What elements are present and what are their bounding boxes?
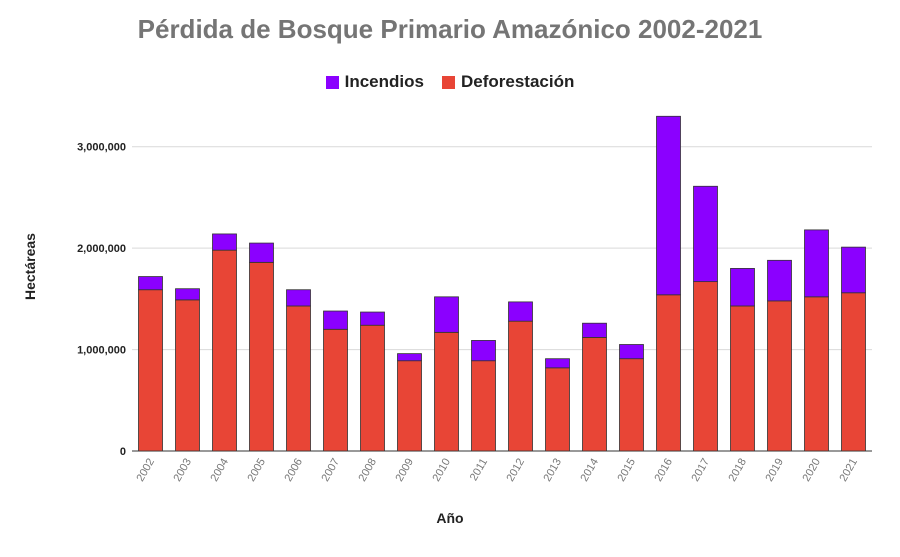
x-tick-label: 2019 <box>763 457 786 484</box>
x-tick-label: 2005 <box>245 457 268 484</box>
x-tick-label: 2020 <box>800 457 823 484</box>
bar-deforestacion <box>693 281 718 452</box>
bar-incendios <box>323 310 348 330</box>
bar-incendios <box>212 233 237 251</box>
x-tick-label: 2002 <box>134 457 157 484</box>
bar-deforestacion <box>212 249 237 452</box>
bar-incendios <box>693 185 718 283</box>
bar-deforestacion <box>323 328 348 452</box>
bar-deforestacion <box>397 360 422 452</box>
bar-incendios <box>397 353 422 362</box>
bar-incendios <box>730 268 755 307</box>
x-tick-label: 2011 <box>468 457 490 483</box>
legend-item-incendios: Incendios <box>325 72 424 92</box>
bar-incendios <box>434 296 459 333</box>
bar-deforestacion <box>175 299 200 452</box>
bar-deforestacion <box>767 300 792 452</box>
x-tick-label: 2010 <box>430 457 453 484</box>
bar-deforestacion <box>730 305 755 452</box>
legend-label-deforestacion: Deforestación <box>460 72 575 91</box>
bar-deforestacion <box>360 324 385 452</box>
x-tick-label: 2006 <box>282 457 305 484</box>
x-tick-label: 2012 <box>504 457 527 484</box>
y-tick-label: 1,000,000 <box>77 345 126 357</box>
y-tick-label: 3,000,000 <box>77 142 126 154</box>
bar-incendios <box>804 229 829 298</box>
x-tick-label: 2013 <box>541 457 564 484</box>
legend-swatch-incendios <box>325 75 339 89</box>
bar-incendios <box>582 322 607 338</box>
bar-deforestacion <box>841 292 866 452</box>
bar-incendios <box>545 358 570 369</box>
legend-item-deforestacion: Deforestación <box>441 72 575 92</box>
x-tick-label: 2018 <box>726 457 749 484</box>
x-tick-label: 2016 <box>652 457 675 484</box>
x-tick-label: 2008 <box>356 457 379 484</box>
y-tick-label: 0 <box>120 446 126 458</box>
bar-deforestacion <box>249 261 274 452</box>
bar-incendios <box>656 115 681 296</box>
bar-incendios <box>619 344 644 360</box>
bar-incendios <box>471 340 496 362</box>
x-tick-label: 2015 <box>615 457 638 484</box>
x-tick-label: 2009 <box>393 457 416 484</box>
bar-deforestacion <box>804 296 829 452</box>
bar-incendios <box>841 246 866 294</box>
bar-incendios <box>175 288 200 301</box>
bar-deforestacion <box>434 331 459 452</box>
bar-deforestacion <box>619 358 644 452</box>
x-tick-label: 2021 <box>837 457 860 484</box>
bar-deforestacion <box>138 289 163 452</box>
x-tick-label: 2004 <box>208 457 231 484</box>
chart-title: Pérdida de Bosque Primario Amazónico 200… <box>137 14 763 44</box>
x-tick-label: 2014 <box>578 457 601 484</box>
x-tick-label: 2017 <box>689 457 712 484</box>
bar-deforestacion <box>471 360 496 452</box>
bar-incendios <box>286 289 311 307</box>
bar-incendios <box>249 242 274 263</box>
y-tick-label: 2,000,000 <box>77 243 126 255</box>
legend-swatch-deforestacion <box>441 75 455 89</box>
bar-deforestacion <box>286 305 311 452</box>
x-axis-label: Año <box>436 510 464 526</box>
bar-deforestacion <box>508 320 533 452</box>
x-tick-label: 2003 <box>171 457 194 484</box>
bar-incendios <box>360 311 385 326</box>
bar-incendios <box>138 276 163 291</box>
legend-label-incendios: Incendios <box>344 72 424 91</box>
bar-incendios <box>508 301 533 322</box>
bar-deforestacion <box>545 367 570 452</box>
bar-deforestacion <box>582 336 607 452</box>
bar-incendios <box>767 259 792 302</box>
bar-deforestacion <box>656 294 681 452</box>
legend: Incendios Deforestación <box>0 72 900 92</box>
x-tick-label: 2007 <box>319 457 342 484</box>
